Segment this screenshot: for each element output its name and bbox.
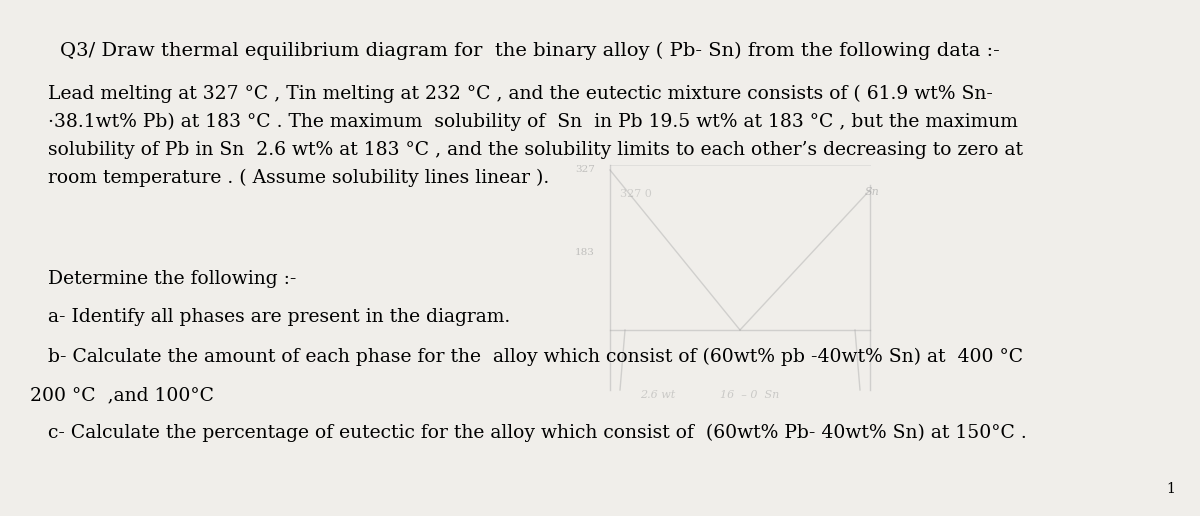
- Text: Determine the following :-: Determine the following :-: [48, 270, 296, 288]
- Text: Sn: Sn: [865, 187, 880, 197]
- Text: 327: 327: [575, 165, 595, 174]
- Text: Lead melting at 327 °C , Tin melting at 232 °C , and the eutectic mixture consis: Lead melting at 327 °C , Tin melting at …: [48, 85, 992, 103]
- Text: 183: 183: [575, 248, 595, 257]
- Text: 2.6 wt: 2.6 wt: [640, 390, 676, 400]
- Text: 16  – 0  Sn: 16 – 0 Sn: [720, 390, 779, 400]
- Text: ·38.1wt% Pb) at 183 °C . The maximum  solubility of  Sn  in Pb 19.5 wt% at 183 °: ·38.1wt% Pb) at 183 °C . The maximum sol…: [48, 113, 1018, 131]
- Text: room temperature . ( Assume solubility lines linear ).: room temperature . ( Assume solubility l…: [48, 169, 550, 187]
- Text: c- Calculate the percentage of eutectic for the alloy which consist of  (60wt% P: c- Calculate the percentage of eutectic …: [48, 424, 1027, 442]
- Text: solubility of Pb in Sn  2.6 wt% at 183 °C , and the solubility limits to each ot: solubility of Pb in Sn 2.6 wt% at 183 °C…: [48, 141, 1022, 159]
- Text: 1: 1: [1166, 482, 1175, 496]
- Text: 327 0: 327 0: [620, 189, 652, 199]
- Text: 200 °C  ,and 100°C: 200 °C ,and 100°C: [30, 386, 214, 404]
- Text: a- Identify all phases are present in the diagram.: a- Identify all phases are present in th…: [48, 308, 510, 326]
- Text: Q3/ Draw thermal equilibrium diagram for  the binary alloy ( Pb- Sn) from the fo: Q3/ Draw thermal equilibrium diagram for…: [60, 42, 1000, 60]
- Text: b- Calculate the amount of each phase for the  alloy which consist of (60wt% pb : b- Calculate the amount of each phase fo…: [48, 348, 1024, 366]
